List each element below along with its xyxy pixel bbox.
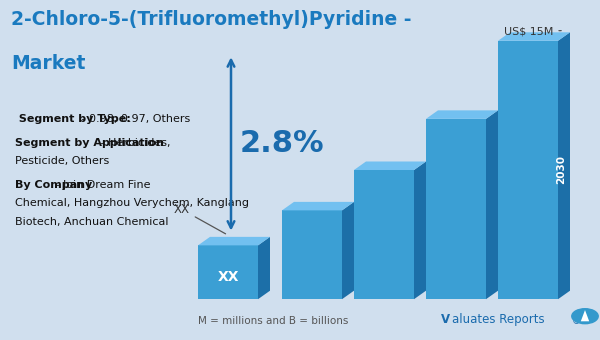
- Text: - 0.98, 0.97, Others: - 0.98, 0.97, Others: [78, 114, 190, 124]
- Text: XX: XX: [217, 270, 239, 284]
- Polygon shape: [198, 237, 270, 245]
- Polygon shape: [498, 41, 558, 299]
- Polygon shape: [354, 162, 426, 170]
- Text: Chemical, Hangzhou Verychem, Kanglang: Chemical, Hangzhou Verychem, Kanglang: [15, 198, 249, 208]
- Text: aluates Reports: aluates Reports: [452, 313, 544, 326]
- Polygon shape: [558, 32, 570, 299]
- Text: Market: Market: [11, 54, 85, 73]
- Polygon shape: [426, 110, 498, 119]
- Text: 2030: 2030: [556, 155, 566, 185]
- Polygon shape: [426, 119, 486, 299]
- Text: 2-Chloro-5-(Trifluoromethyl)Pyridine -: 2-Chloro-5-(Trifluoromethyl)Pyridine -: [11, 10, 412, 29]
- Text: - Herbicides,: - Herbicides,: [97, 138, 170, 148]
- Text: M = millions and B = billions: M = millions and B = billions: [198, 317, 349, 326]
- Polygon shape: [282, 202, 354, 210]
- Polygon shape: [282, 210, 342, 299]
- Text: 2.8%: 2.8%: [239, 130, 325, 158]
- Text: Pesticide, Others: Pesticide, Others: [15, 156, 109, 166]
- Polygon shape: [581, 310, 589, 321]
- Text: Biotech, Anchuan Chemical: Biotech, Anchuan Chemical: [15, 217, 169, 226]
- Polygon shape: [342, 202, 354, 299]
- Polygon shape: [486, 110, 498, 299]
- Text: US$ 15M: US$ 15M: [504, 26, 561, 36]
- Polygon shape: [414, 162, 426, 299]
- Polygon shape: [198, 245, 258, 299]
- Polygon shape: [354, 170, 414, 299]
- Polygon shape: [258, 237, 270, 299]
- Text: XX: XX: [174, 203, 226, 234]
- Text: - Join Dream Fine: - Join Dream Fine: [52, 180, 151, 189]
- Text: V: V: [441, 313, 450, 326]
- Polygon shape: [498, 32, 570, 41]
- Text: Segment by Application: Segment by Application: [15, 138, 164, 148]
- Text: ®: ®: [572, 318, 581, 326]
- Text: By Company: By Company: [15, 180, 92, 189]
- Text: Segment by Type:: Segment by Type:: [15, 114, 131, 124]
- Circle shape: [572, 309, 598, 324]
